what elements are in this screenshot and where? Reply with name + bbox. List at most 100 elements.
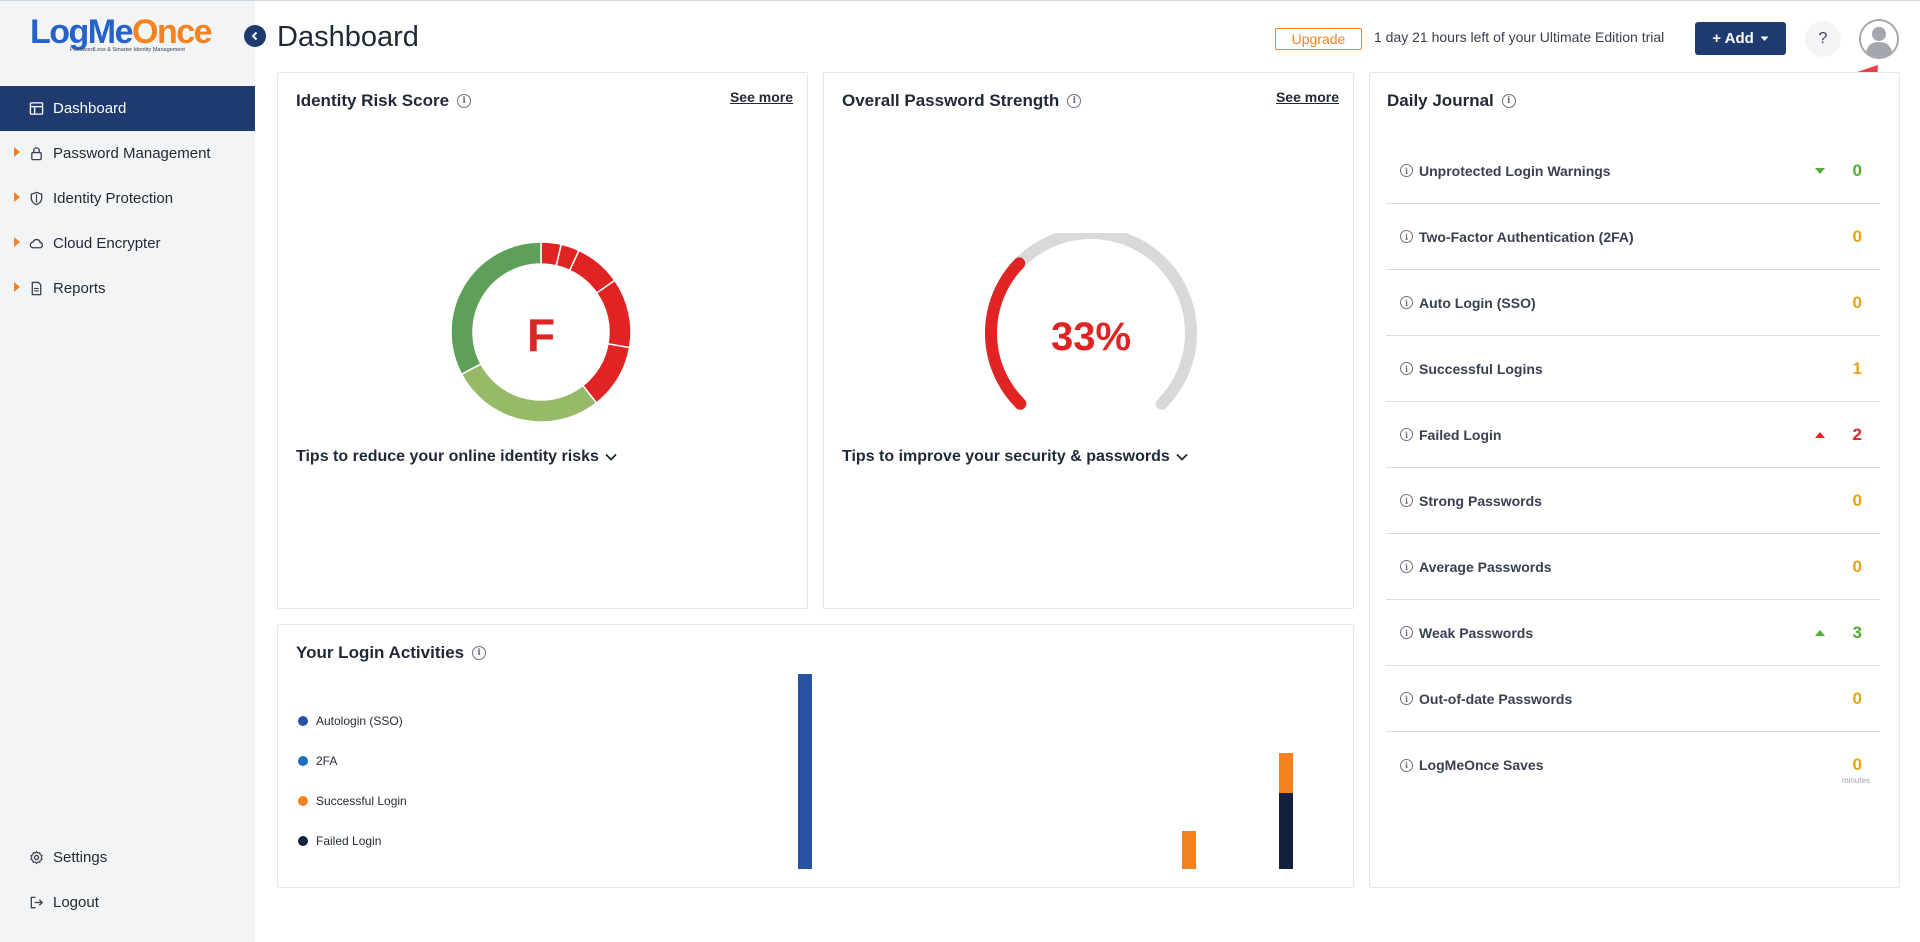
info-icon[interactable]: i <box>1400 296 1413 309</box>
legend-label: Autologin (SSO) <box>316 714 403 728</box>
info-icon[interactable]: i <box>472 646 487 660</box>
info-icon[interactable]: i <box>1400 560 1413 573</box>
journal-row-label: i Failed Login <box>1400 427 1501 443</box>
journal-row: i Successful Logins 1 <box>1386 336 1880 402</box>
risk-grade: F <box>527 309 555 361</box>
activity-bar <box>1279 753 1293 793</box>
logo[interactable]: LogMeOnce PasswordLess & Smarter Identit… <box>30 15 220 59</box>
journal-row-label: i Unprotected Login Warnings <box>1400 163 1611 179</box>
journal-row: i Failed Login 2 <box>1386 402 1880 468</box>
sidebar-nav: Dashboard Password Management Identity P… <box>0 86 255 311</box>
help-button[interactable]: ? <box>1805 21 1841 57</box>
legend-dot <box>298 836 308 846</box>
journal-row-value: 3 <box>1852 622 1862 642</box>
journal-row-text: Auto Login (SSO) <box>1419 294 1536 311</box>
sidebar-item-cloud-encrypter[interactable]: Cloud Encrypter <box>0 221 255 266</box>
expand-caret-icon <box>14 282 20 292</box>
journal-row-label: i Weak Passwords <box>1400 625 1533 641</box>
sidebar-item-logout[interactable]: Logout <box>0 880 255 925</box>
legend-label: Failed Login <box>316 834 382 848</box>
journal-row-text: Unprotected Login Warnings <box>1419 162 1611 179</box>
add-button-label: + Add <box>1712 30 1754 47</box>
card-title: Your Login Activities i <box>296 643 487 663</box>
info-icon[interactable]: i <box>1400 230 1413 243</box>
journal-row-value: 0 <box>1852 755 1862 774</box>
info-icon[interactable]: i <box>1067 94 1082 108</box>
journal-row: i LogMeOnce Saves 0 minutes <box>1386 732 1880 798</box>
journal-row-label: i Two-Factor Authentication (2FA) <box>1400 229 1634 245</box>
gauge-fill <box>985 257 1027 410</box>
activity-bar <box>1182 831 1196 869</box>
info-icon[interactable]: i <box>1400 626 1413 639</box>
chevron-down-icon <box>1176 453 1188 461</box>
journal-row-label: i Strong Passwords <box>1400 493 1542 509</box>
journal-row-text: LogMeOnce Saves <box>1419 757 1544 773</box>
info-icon[interactable]: i <box>457 94 472 108</box>
legend-dot <box>298 716 308 726</box>
logout-icon <box>30 896 44 909</box>
collapse-sidebar-button[interactable] <box>244 25 266 47</box>
dashboard-icon <box>29 102 44 115</box>
password-strength-gauge: 33% <box>985 233 1197 410</box>
legend-item[interactable]: Successful Login <box>298 781 407 821</box>
journal-row-text: Successful Logins <box>1419 360 1543 377</box>
card-title-text: Identity Risk Score <box>296 91 450 110</box>
tips-text: Tips to improve your security & password… <box>842 448 1170 465</box>
sidebar-item-identity-protection[interactable]: Identity Protection <box>0 176 255 221</box>
sidebar-item-settings[interactable]: Settings <box>0 835 255 880</box>
identity-risk-donut: F <box>450 241 632 423</box>
tips-text: Tips to reduce your online identity risk… <box>296 448 599 465</box>
donut-segment <box>595 279 632 349</box>
sidebar-item-label: Reports <box>53 280 106 297</box>
info-icon[interactable]: i <box>1400 362 1413 375</box>
user-avatar[interactable] <box>1859 19 1899 59</box>
sidebar-bottom-nav: Settings Logout <box>0 835 255 925</box>
trend-arrow-icon <box>1815 431 1825 438</box>
password-strength-card: Overall Password Strength i See more 33%… <box>823 72 1354 609</box>
legend-item[interactable]: 2FA <box>298 741 407 781</box>
info-icon[interactable]: i <box>1400 428 1413 441</box>
sidebar-item-reports[interactable]: Reports <box>0 266 255 311</box>
journal-row-value: 0 <box>1852 556 1862 576</box>
journal-row-unit: minutes <box>1841 776 1870 785</box>
sidebar-item-label: Logout <box>53 894 99 911</box>
add-button[interactable]: + Add <box>1695 22 1786 55</box>
identity-risk-card: Identity Risk Score i See more F Tips to… <box>277 72 808 609</box>
journal-row-label: i Successful Logins <box>1400 361 1543 377</box>
legend-item[interactable]: Failed Login <box>298 821 407 861</box>
password-tips-toggle[interactable]: Tips to improve your security & password… <box>842 448 1188 466</box>
activity-bar <box>798 674 812 869</box>
info-icon[interactable]: i <box>1400 758 1413 772</box>
upgrade-button[interactable]: Upgrade <box>1275 28 1362 50</box>
see-more-link[interactable]: See more <box>1275 89 1339 105</box>
card-title-text: Daily Journal <box>1387 91 1494 110</box>
activity-bar <box>1279 793 1293 869</box>
identity-tips-toggle[interactable]: Tips to reduce your online identity risk… <box>296 448 617 466</box>
journal-row-label: i Auto Login (SSO) <box>1400 295 1536 311</box>
page-title: Dashboard <box>277 21 419 53</box>
card-title-text: Your Login Activities <box>296 643 465 662</box>
info-icon[interactable]: i <box>1400 494 1413 507</box>
journal-row: i Two-Factor Authentication (2FA) 0 <box>1386 204 1880 270</box>
sidebar-item-password-management[interactable]: Password Management <box>0 131 255 176</box>
expand-caret-icon <box>14 237 20 247</box>
password-strength-percent: 33% <box>1051 315 1131 359</box>
caret-down-icon <box>1760 36 1769 41</box>
see-more-link[interactable]: See more <box>729 89 793 105</box>
chevron-down-icon <box>605 453 617 461</box>
sidebar-item-dashboard[interactable]: Dashboard <box>0 86 255 131</box>
sidebar-item-label: Identity Protection <box>53 190 174 207</box>
sidebar-item-label: Dashboard <box>53 100 127 117</box>
sidebar-item-label: Settings <box>53 849 108 866</box>
logo-tagline: PasswordLess & Smarter Identity Manageme… <box>70 47 185 53</box>
sidebar: LogMeOnce PasswordLess & Smarter Identit… <box>0 1 255 942</box>
journal-row-text: Weak Passwords <box>1419 624 1534 641</box>
login-activities-card: Your Login Activities i <box>277 624 1354 888</box>
info-icon[interactable]: i <box>1400 164 1413 177</box>
journal-row-value: 0 <box>1852 688 1862 708</box>
card-title: Identity Risk Score i <box>296 91 472 111</box>
info-icon[interactable]: i <box>1501 94 1516 108</box>
legend-item[interactable]: Autologin (SSO) <box>298 701 407 741</box>
info-icon[interactable]: i <box>1400 692 1413 705</box>
expand-caret-icon <box>14 192 20 202</box>
